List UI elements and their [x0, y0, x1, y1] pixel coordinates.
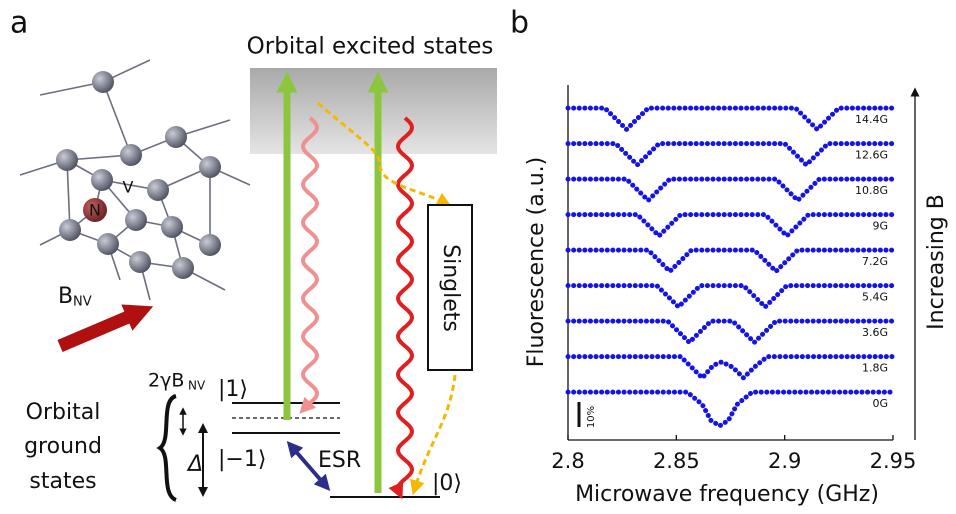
annotation: Increasing B: [924, 194, 949, 330]
series-line: [565, 283, 896, 310]
x-tick-label: 2.85: [653, 449, 700, 473]
brace: [156, 394, 178, 502]
decay-arrow: [388, 116, 415, 500]
decay-arrow: [299, 116, 320, 414]
x-tick-label: 2.8: [551, 449, 584, 473]
y-axis-title: Fluorescence (a.u.): [524, 157, 549, 368]
series-label: 14.4G: [855, 113, 888, 126]
esr-arrow: [286, 440, 331, 492]
isc-arrow: [410, 374, 457, 496]
series-label: 3.6G: [862, 326, 888, 339]
series-label: 10.8G: [855, 184, 888, 197]
series-line: [565, 389, 896, 429]
ground-label: states: [29, 469, 96, 494]
series-line: [565, 105, 896, 132]
x-tick-label: 2.9: [768, 449, 801, 473]
series-line: [565, 318, 896, 345]
level-label: |1⟩: [218, 377, 248, 402]
series-label: 12.6G: [855, 149, 888, 162]
level-label: |−1⟩: [218, 447, 266, 472]
x-tick-label: 2.95: [870, 449, 917, 473]
panel-label: a: [10, 6, 28, 41]
zeeman-label: 2γB: [148, 370, 184, 392]
esr-label: ESR: [318, 448, 361, 473]
level-label: |0⟩: [432, 471, 462, 496]
ground-label: ground: [24, 434, 102, 459]
plot: 2.8 2.85 2.9 2.95 0G 1.8G 3.6G 5.4G 7.2G 9G 10.8G 1…: [551, 85, 916, 473]
series-label: 1.8G: [862, 362, 888, 375]
ground-label: Orbital: [26, 400, 101, 425]
isc-arrow: [317, 101, 452, 207]
x-axis-title: Microwave frequency (GHz): [575, 482, 879, 507]
panel-label: b: [510, 6, 529, 41]
series-line: [565, 176, 896, 203]
series-line: [565, 141, 896, 168]
lattice: [19, 59, 251, 301]
singlet-box: [427, 204, 473, 371]
scale-bar-label: 10%: [586, 406, 597, 428]
nitrogen-label: N: [89, 201, 101, 220]
series-label: 9G: [872, 220, 888, 233]
field-arrow: [57, 304, 154, 352]
vacancy-label: V: [123, 178, 134, 197]
series-line: [565, 212, 896, 239]
series-label: 5.4G: [862, 291, 888, 304]
series-line: [565, 247, 896, 274]
field-label: B: [58, 284, 73, 309]
series-label: 0G: [872, 397, 888, 410]
splitting-label: Δ: [186, 452, 203, 477]
zeeman-subscript: NV: [188, 379, 206, 393]
excited-title: Orbital excited states: [247, 34, 494, 60]
field-subscript: NV: [73, 295, 92, 310]
singlet-label: Singlets: [438, 244, 463, 332]
series-label: 7.2G: [862, 255, 888, 268]
series-line: [565, 354, 896, 381]
